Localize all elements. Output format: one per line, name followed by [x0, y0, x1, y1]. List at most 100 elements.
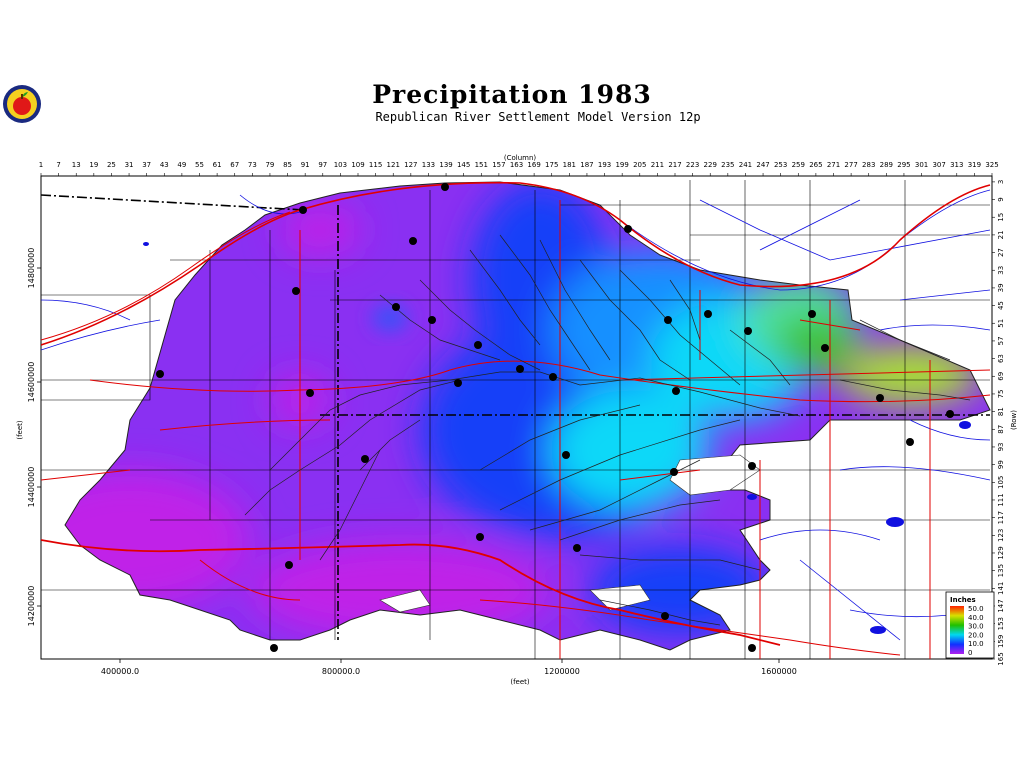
apple-seal-logo	[2, 84, 42, 124]
page-subtitle: Republican River Settlement Model Versio…	[375, 110, 701, 124]
column-tick-97: 97	[318, 161, 327, 169]
legend-entry-2: 30.0	[968, 623, 984, 631]
row-tick-93: 93	[997, 442, 1005, 451]
column-tick-49: 49	[177, 161, 186, 169]
row-tick-63: 63	[997, 354, 1005, 363]
row-tick-9: 9	[997, 197, 1005, 201]
column-tick-265: 265	[809, 161, 822, 169]
northing-tick-3: 14200000	[27, 586, 36, 627]
legend-entry-5: 0	[968, 649, 972, 657]
column-tick-151: 151	[475, 161, 488, 169]
column-tick-103: 103	[334, 161, 347, 169]
row-tick-117: 117	[997, 511, 1005, 524]
row-tick-69: 69	[997, 372, 1005, 381]
state-boundary	[41, 194, 990, 640]
column-tick-223: 223	[686, 161, 699, 169]
column-tick-169: 169	[527, 161, 540, 169]
row-tick-33: 33	[997, 266, 1005, 275]
top-axis-label: (Column)	[504, 154, 537, 162]
column-tick-277: 277	[844, 161, 857, 169]
column-tick-labels: 1 7 13 19 25 31 37 43 49 55 61 67 73 79 85 91 97 103 109 11…	[39, 161, 999, 176]
bottom-axis-label: (feet)	[510, 678, 530, 686]
right-axis-label: (Row)	[1010, 410, 1018, 430]
column-tick-175: 175	[545, 161, 558, 169]
row-tick-57: 57	[997, 336, 1005, 345]
easting-tick-1: 800000.0	[322, 667, 360, 676]
legend-entry-3: 20.0	[968, 631, 984, 639]
row-tick-51: 51	[997, 319, 1005, 328]
column-tick-157: 157	[492, 161, 505, 169]
row-tick-81: 81	[997, 407, 1005, 416]
row-tick-153: 153	[997, 617, 1005, 630]
column-tick-85: 85	[283, 161, 292, 169]
row-tick-27: 27	[997, 248, 1005, 257]
stations	[156, 183, 954, 652]
legend-entry-0: 50.0	[968, 605, 984, 613]
column-tick-187: 187	[580, 161, 593, 169]
column-tick-67: 67	[230, 161, 239, 169]
column-tick-199: 199	[615, 161, 628, 169]
row-tick-105: 105	[997, 476, 1005, 489]
column-tick-37: 37	[142, 161, 151, 169]
legend: Inches 50.040.030.020.010.00	[945, 591, 995, 659]
column-tick-163: 163	[510, 161, 523, 169]
row-tick-99: 99	[997, 460, 1005, 469]
easting-tick-0: 400000.0	[101, 667, 139, 676]
row-tick-147: 147	[997, 599, 1005, 612]
column-tick-31: 31	[125, 161, 134, 169]
column-tick-181: 181	[563, 161, 576, 169]
column-tick-25: 25	[107, 161, 116, 169]
northing-tick-2: 14400000	[27, 467, 36, 508]
column-tick-295: 295	[897, 161, 910, 169]
column-tick-1: 1	[39, 161, 43, 169]
column-tick-7: 7	[56, 161, 60, 169]
stream-cells	[244, 234, 971, 626]
column-tick-307: 307	[932, 161, 945, 169]
column-tick-217: 217	[668, 161, 681, 169]
column-tick-283: 283	[862, 161, 875, 169]
left-axis-label: (feet)	[16, 420, 24, 440]
column-tick-301: 301	[915, 161, 928, 169]
column-tick-109: 109	[351, 161, 364, 169]
column-tick-133: 133	[422, 161, 435, 169]
reservoirs	[143, 242, 971, 634]
column-tick-13: 13	[72, 161, 81, 169]
roads	[41, 181, 991, 659]
row-tick-45: 45	[997, 301, 1005, 310]
legend-entry-4: 10.0	[968, 640, 984, 648]
column-tick-313: 313	[950, 161, 963, 169]
easting-tick-2: 1200000	[544, 667, 580, 676]
row-tick-141: 141	[997, 582, 1005, 595]
column-tick-115: 115	[369, 161, 382, 169]
row-tick-129: 129	[997, 546, 1005, 559]
row-tick-21: 21	[997, 230, 1005, 239]
page-title: Precipitation 1983	[372, 80, 652, 109]
legend-title: Inches	[950, 596, 976, 604]
easting-tick-labels: 400000.0 800000.0 1200000 1600000	[101, 659, 797, 676]
row-tick-111: 111	[997, 493, 1005, 506]
legend-colorbar	[950, 606, 964, 654]
column-tick-61: 61	[213, 161, 222, 169]
row-tick-15: 15	[997, 213, 1005, 222]
column-tick-325: 325	[985, 161, 998, 169]
easting-tick-3: 1600000	[761, 667, 797, 676]
row-tick-135: 135	[997, 564, 1005, 577]
northing-tick-labels: 14800000 14600000 14400000 14200000	[27, 248, 41, 627]
column-tick-289: 289	[880, 161, 893, 169]
column-tick-139: 139	[439, 161, 452, 169]
row-tick-labels: 3915212733394551576369758187939910511111…	[992, 180, 1005, 666]
column-tick-55: 55	[195, 161, 204, 169]
column-tick-73: 73	[248, 161, 257, 169]
column-tick-205: 205	[633, 161, 646, 169]
column-tick-19: 19	[89, 161, 98, 169]
column-tick-235: 235	[721, 161, 734, 169]
column-tick-43: 43	[160, 161, 169, 169]
column-tick-127: 127	[404, 161, 417, 169]
row-tick-123: 123	[997, 529, 1005, 542]
row-tick-75: 75	[997, 389, 1005, 398]
legend-entry-1: 40.0	[968, 614, 984, 622]
rivers	[41, 189, 991, 641]
column-tick-193: 193	[598, 161, 611, 169]
row-tick-159: 159	[997, 635, 1005, 648]
